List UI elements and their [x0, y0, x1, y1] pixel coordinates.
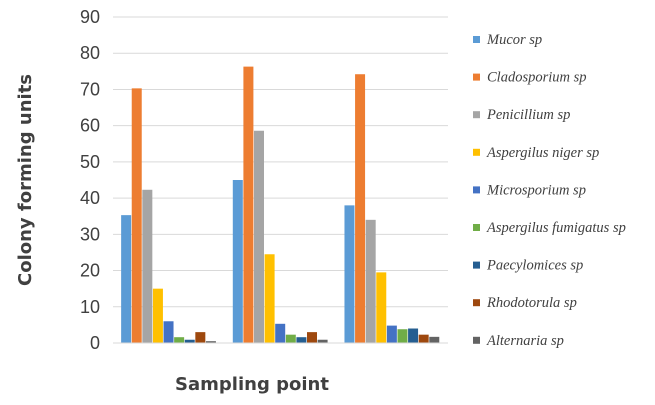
- y-tick-label: 0: [90, 333, 100, 353]
- legend-swatch: [473, 224, 480, 231]
- legend-swatch: [473, 299, 480, 307]
- legend-label: Aspergilus fumigatus sp: [486, 220, 626, 236]
- legend-item: Paecylomices sp: [473, 258, 583, 274]
- bar: [163, 321, 174, 343]
- bar: [152, 288, 163, 343]
- bar: [131, 88, 142, 343]
- legend-label: Cladosporium sp: [487, 70, 587, 86]
- y-tick-label: 70: [80, 79, 100, 99]
- x-axis-title: Sampling point: [175, 374, 329, 395]
- y-tick-label: 10: [80, 297, 100, 317]
- bar: [174, 337, 185, 343]
- y-axis-title: Colony forming units: [15, 74, 36, 286]
- bar: [296, 337, 307, 343]
- bar: [264, 254, 275, 343]
- y-tick-label: 30: [80, 224, 100, 244]
- legend-label: Aspergilus niger sp: [486, 145, 599, 161]
- y-axis-ticks: 0 10 20 30 40 50 60 70 80 90: [80, 7, 100, 353]
- legend-label: Mucor sp: [486, 32, 542, 48]
- bar: [365, 219, 376, 343]
- legend-label: Paecylomices sp: [486, 258, 583, 274]
- bar: [142, 189, 153, 343]
- legend-swatch: [473, 261, 480, 269]
- legend-item: Aspergilus fumigatus sp: [473, 220, 626, 236]
- bar: [195, 332, 206, 343]
- legend-swatch: [473, 36, 480, 43]
- bar: [355, 74, 366, 343]
- legend-item: Penicillium sp: [473, 107, 570, 123]
- bar: [205, 341, 216, 343]
- bar: [344, 205, 355, 343]
- legend-swatch: [473, 186, 480, 194]
- y-tick-label: 90: [80, 7, 100, 27]
- bar: [397, 329, 408, 343]
- bar: [184, 339, 195, 343]
- bar: [418, 334, 429, 343]
- bar: [121, 215, 132, 343]
- y-tick-label: 50: [80, 152, 100, 172]
- legend-item: Microsporium sp: [473, 182, 586, 198]
- bar: [429, 336, 440, 343]
- legend-item: Alternaria sp: [473, 333, 564, 349]
- bar: [285, 334, 296, 343]
- y-tick-label: 20: [80, 261, 100, 281]
- legend-swatch: [473, 148, 480, 156]
- y-tick-label: 80: [80, 43, 100, 63]
- bar: [275, 323, 286, 343]
- bar: [408, 328, 419, 343]
- legend: Mucor sp Cladosporium sp Penicillium sp Asp…: [473, 32, 626, 349]
- legend-label: Microsporium sp: [486, 182, 586, 198]
- y-tick-label: 60: [80, 116, 100, 136]
- bar: [386, 325, 397, 343]
- y-tick-label: 40: [80, 188, 100, 208]
- legend-item: Cladosporium sp: [473, 70, 587, 86]
- legend-swatch: [473, 73, 480, 81]
- legend-item: Mucor sp: [473, 32, 542, 48]
- legend-item: Aspergilus niger sp: [473, 145, 599, 161]
- legend-swatch: [473, 111, 480, 119]
- legend-item: Rhodotorula sp: [473, 295, 577, 311]
- legend-label: Penicillium sp: [486, 107, 570, 123]
- gridlines: [113, 16, 448, 308]
- bar: [376, 272, 387, 343]
- bar: [254, 130, 264, 343]
- plot-area: [121, 66, 440, 344]
- bar: [243, 66, 254, 344]
- legend-label: Rhodotorula sp: [486, 295, 577, 311]
- bar: [317, 339, 328, 343]
- legend-swatch: [473, 336, 480, 344]
- bar: [307, 332, 317, 343]
- legend-label: Alternaria sp: [486, 333, 564, 349]
- bar: [232, 180, 243, 343]
